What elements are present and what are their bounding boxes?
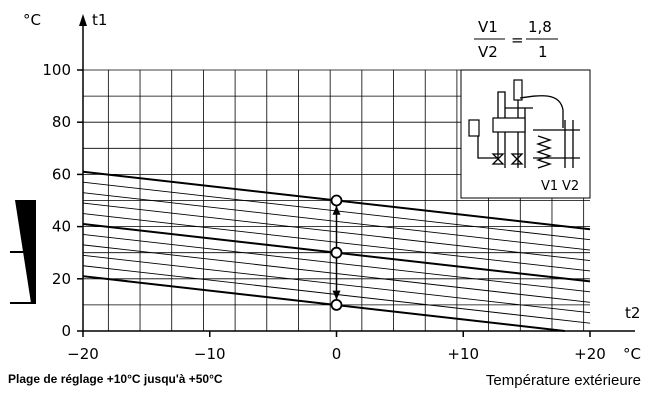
y-tick-label: 0 xyxy=(61,322,71,340)
series-line xyxy=(82,275,565,332)
inset-pumps xyxy=(491,153,524,165)
axis-labels: 0 20 40 60 80 100 −20 −10 0 +10 +20 °C t1 t2 °C V1 V2 =1,… xyxy=(23,11,641,363)
ratio-equals: = xyxy=(511,31,524,49)
data-marker xyxy=(330,246,343,259)
y-tick-label: 80 xyxy=(52,113,71,131)
x-tick-label: +20 xyxy=(574,345,606,363)
x-tick-label: +10 xyxy=(447,345,479,363)
ratio-value-numerator: 1,8 xyxy=(528,18,552,36)
inset-valve-top xyxy=(513,79,523,101)
inset-radiator-pipes xyxy=(533,120,580,168)
footer-left-text: Plage de réglage +10°C jusqu'à +50°C xyxy=(8,372,223,386)
footer-right-text: Température extérieure xyxy=(485,372,641,389)
y-axis-arrow xyxy=(79,14,87,26)
x-unit-label: °C xyxy=(623,345,641,363)
inset-valve-body xyxy=(492,117,526,133)
x-tick-label: −20 xyxy=(67,345,99,363)
y-tick-label: 60 xyxy=(52,165,71,183)
x-tick-label: −10 xyxy=(194,345,226,363)
y-tick-label: 20 xyxy=(52,270,71,288)
inset-label-v2: V2 xyxy=(562,179,579,194)
data-marker xyxy=(330,194,343,207)
inset-loop xyxy=(519,95,564,128)
axes xyxy=(10,14,635,337)
ratio-value-denominator: 1 xyxy=(538,43,548,61)
ratio-denominator: V2 xyxy=(478,43,498,61)
inset-diagram: V1 V2 xyxy=(460,69,591,199)
range-arrow-head-bottom xyxy=(332,290,341,300)
markers xyxy=(330,194,343,311)
y-tick-label: 40 xyxy=(52,218,71,236)
inset-filter xyxy=(468,119,480,137)
inset-coil xyxy=(535,135,553,169)
y-tick-label: 100 xyxy=(42,61,71,79)
range-arrow-head-top xyxy=(332,205,341,215)
inset-label-v1: V1 xyxy=(541,179,558,194)
y-axis-label: t1 xyxy=(92,11,107,29)
ratio-numerator: V1 xyxy=(478,18,498,36)
y-unit-label: °C xyxy=(23,11,41,29)
data-marker xyxy=(330,298,343,311)
x-tick-label: 0 xyxy=(332,345,342,363)
x-axis-label: t2 xyxy=(625,304,640,322)
